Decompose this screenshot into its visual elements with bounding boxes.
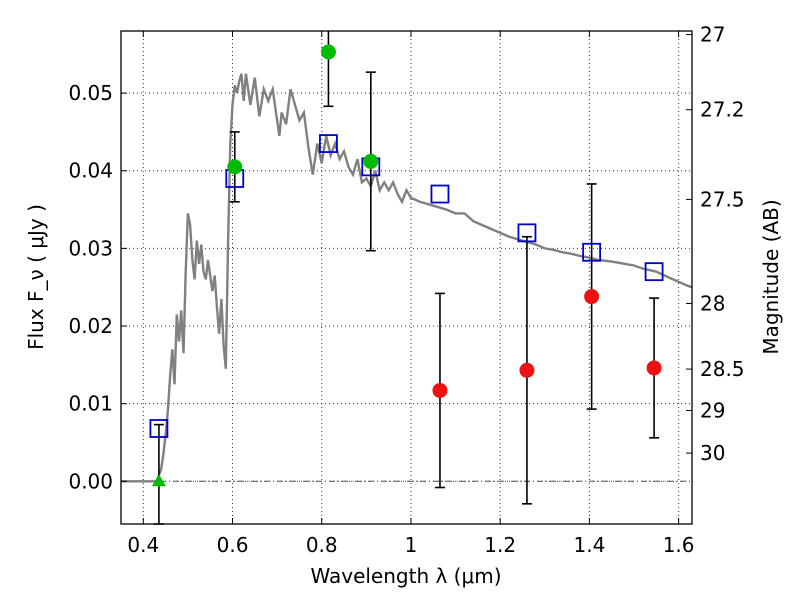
- x-axis-title: Wavelength λ (μm): [310, 564, 501, 588]
- nondetection-point: [432, 382, 448, 398]
- y-tick-label: 0.02: [68, 314, 113, 338]
- nondetection-point: [646, 360, 662, 376]
- y2-tick-label: 28: [700, 291, 725, 315]
- upper-limit-triangle: [151, 474, 166, 487]
- detection-point: [363, 153, 379, 169]
- x-tick-label: 1.4: [573, 533, 605, 557]
- model-flux-box: [644, 262, 664, 282]
- y-tick-label: 0.00: [68, 469, 113, 493]
- tick-layer: 0.4 0.6 0.8 1 1.2 1.4 1.6 0.00 0.01 0.02 0.03 0.04 0…: [68, 23, 744, 557]
- y2-tick-label: 30: [700, 441, 725, 465]
- x-tick-label: 0.8: [306, 533, 338, 557]
- plot-border: [120, 30, 693, 525]
- x-tick-label: 1.2: [484, 533, 516, 557]
- y2-tick-label: 28.5: [700, 357, 745, 381]
- y-tick-label: 0.04: [68, 159, 113, 183]
- y2-tick-label: 29: [700, 398, 725, 422]
- y-tick-label: 0.01: [68, 392, 113, 416]
- y-axis-title: Flux F_ν ( μJy ): [24, 204, 48, 350]
- nondetection-point: [584, 289, 600, 305]
- model-flux-box: [149, 419, 169, 438]
- y2-tick-label: 27: [700, 23, 725, 47]
- y2-tick-label: 27.2: [700, 98, 745, 122]
- y2-axis-title: Magnitude (AB): [759, 199, 783, 354]
- sed-model-curve: [121, 73, 692, 483]
- x-tick-label: 0.6: [217, 533, 249, 557]
- x-tick-label: 1.6: [663, 533, 695, 557]
- nondetection-point: [519, 362, 535, 378]
- model-flux-box: [430, 184, 450, 204]
- model-flux-box: [582, 242, 602, 262]
- detection-point: [320, 44, 336, 60]
- sed-model-curve-layer: [121, 73, 692, 483]
- y-tick-label: 0.05: [68, 81, 113, 105]
- plot-frame: [120, 30, 693, 525]
- model-flux-box: [517, 223, 537, 243]
- grid: [121, 31, 692, 524]
- x-tick-label: 0.4: [127, 533, 159, 557]
- detection-point: [227, 159, 243, 175]
- y-tick-label: 0.03: [68, 236, 113, 260]
- x-tick-label: 1: [405, 533, 418, 557]
- y2-tick-label: 27.5: [700, 187, 745, 211]
- model-flux-box: [319, 134, 338, 153]
